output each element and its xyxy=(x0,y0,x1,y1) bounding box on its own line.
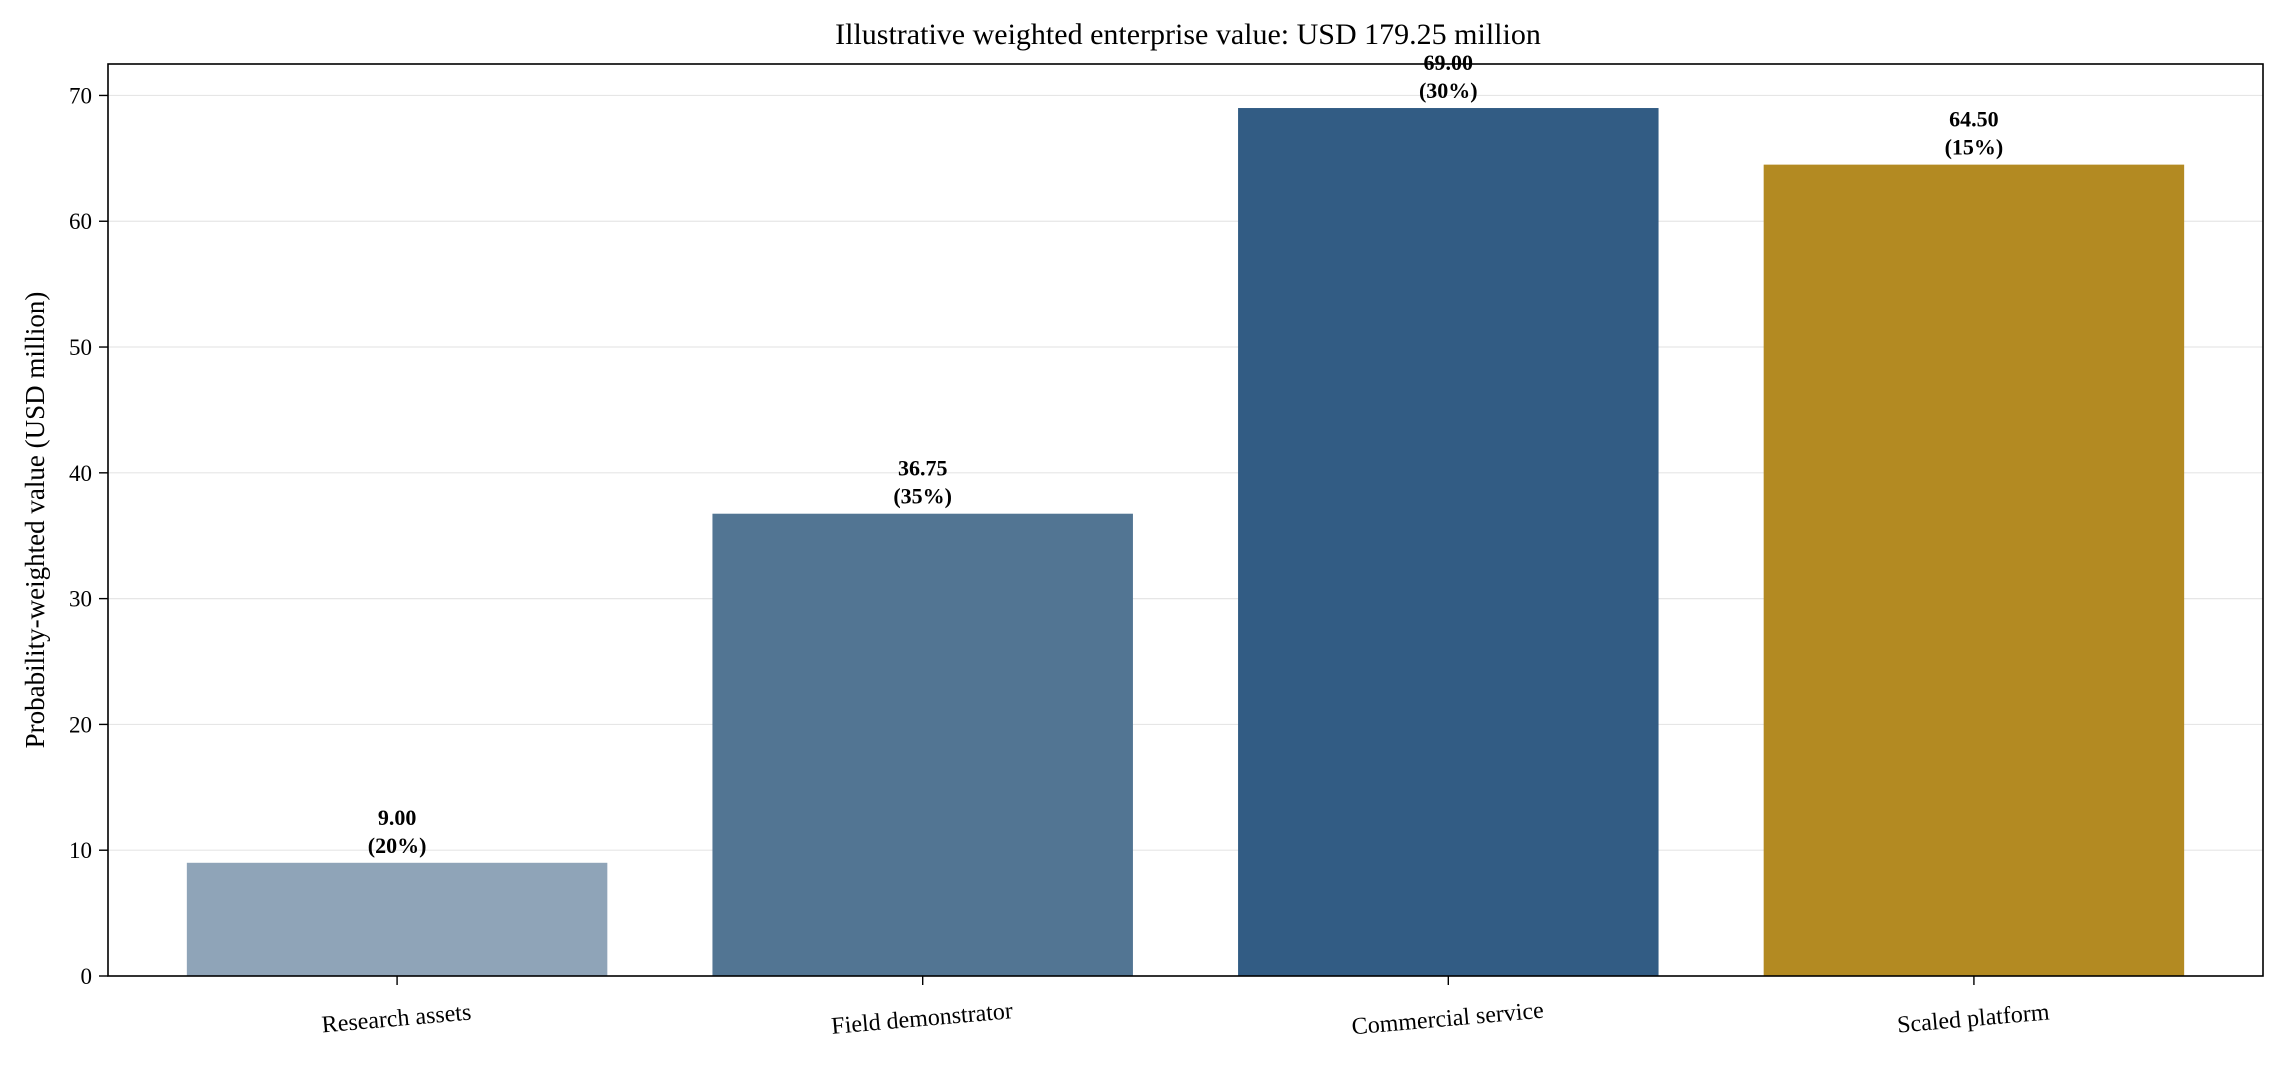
bar xyxy=(1763,164,2185,977)
gridlines xyxy=(108,94,2263,977)
x-axis-ticks: Research assets Field demonstrator Commerc… xyxy=(321,976,2051,1040)
y-tick-label: 60 xyxy=(69,209,92,234)
data-label-value: 9.00 xyxy=(378,805,417,830)
bar xyxy=(1238,108,1659,976)
data-label-weight: (20%) xyxy=(368,833,427,858)
bar xyxy=(186,862,608,976)
chart-title: Illustrative weighted enterprise value: … xyxy=(835,18,1541,51)
y-tick-label: 70 xyxy=(69,83,92,108)
data-labels: 9.00 (20%) 36.75 (35%) 69.00 (30%) 64.50 (15%) xyxy=(368,50,2003,858)
y-tick-label: 0 xyxy=(81,964,93,989)
bar xyxy=(712,513,1133,976)
y-axis-ticks: 0 10 20 30 40 50 60 70 xyxy=(69,83,108,989)
data-label-weight: (15%) xyxy=(1945,135,2004,160)
plot-frame xyxy=(107,63,2264,977)
data-label-weight: (30%) xyxy=(1419,78,1478,103)
data-label-value: 36.75 xyxy=(898,456,948,481)
y-tick-label: 50 xyxy=(69,335,92,360)
y-axis-label: Probability-weighted value (USD million) xyxy=(20,292,50,749)
data-label-weight: (35%) xyxy=(893,484,952,509)
y-tick-label: 10 xyxy=(69,838,92,863)
x-tick-label: Research assets xyxy=(321,1000,473,1039)
x-tick-label: Commercial service xyxy=(1351,998,1545,1041)
data-label-value: 69.00 xyxy=(1424,50,1474,75)
y-tick-label: 40 xyxy=(69,461,92,486)
x-tick-label: Field demonstrator xyxy=(830,998,1014,1040)
y-tick-label: 20 xyxy=(69,712,92,737)
data-label-value: 64.50 xyxy=(1949,107,1999,132)
x-tick-label: Scaled platform xyxy=(1896,999,2051,1038)
bars xyxy=(186,108,2185,977)
y-tick-label: 30 xyxy=(69,587,92,612)
